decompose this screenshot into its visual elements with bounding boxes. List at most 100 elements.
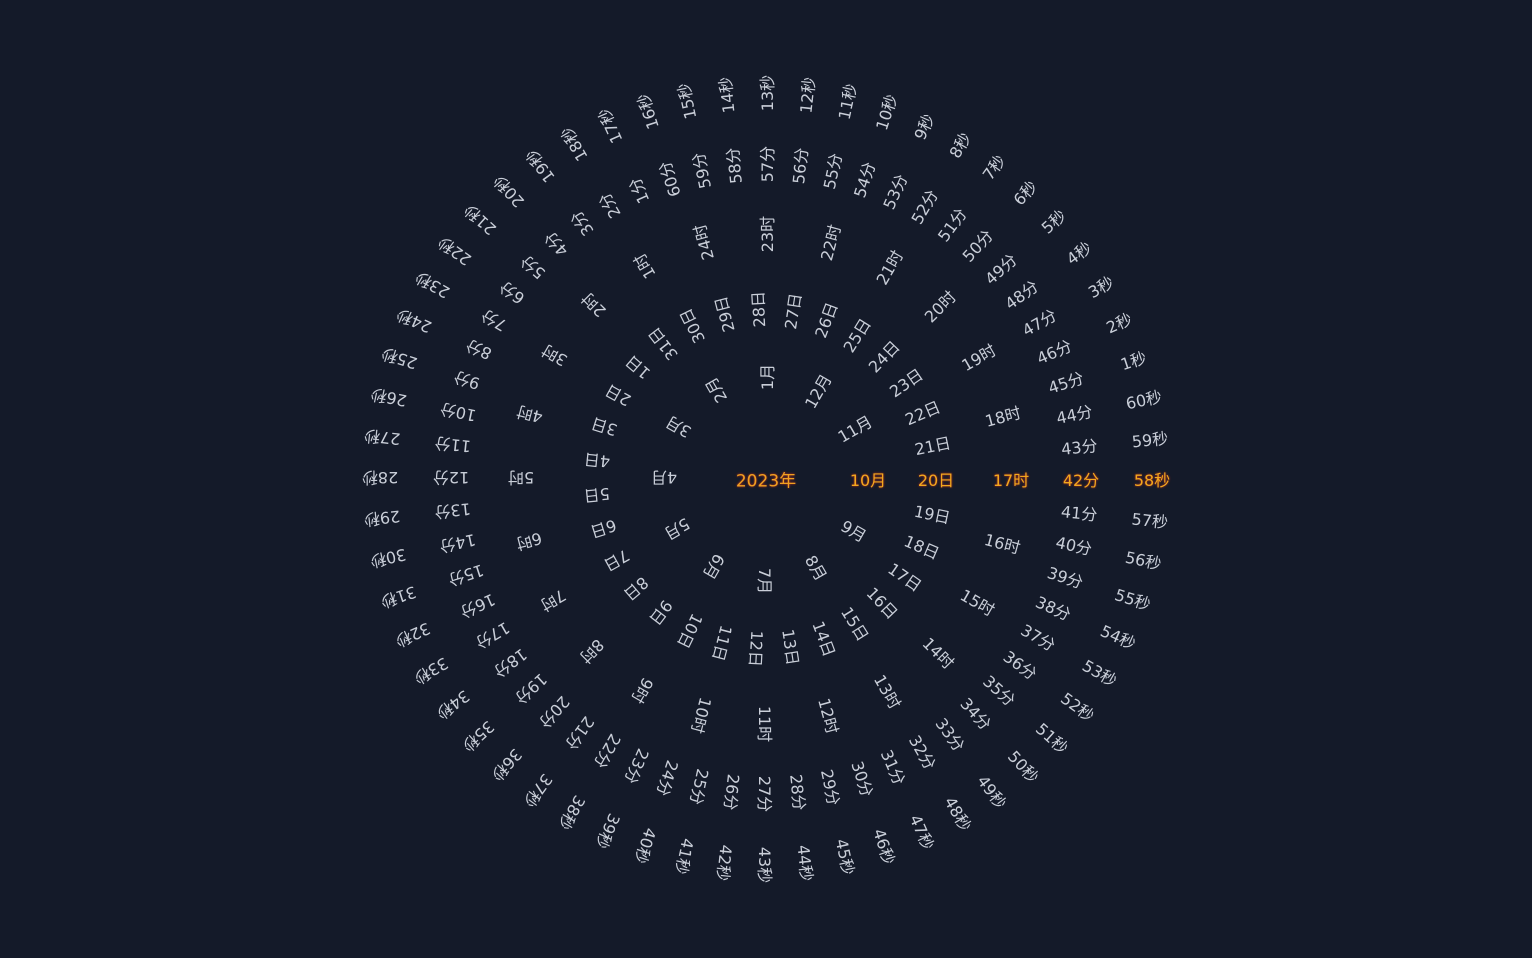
day-ring-item: 11日 — [708, 623, 736, 664]
minute-ring-item: 24分 — [652, 757, 682, 799]
second-ring-item: 24秒 — [393, 304, 435, 337]
second-ring-item: 45秒 — [831, 837, 858, 877]
second-ring-item: 50秒 — [1003, 746, 1043, 787]
minute-ring-item: 23分 — [620, 745, 653, 787]
minute-ring-item: 38分 — [1032, 592, 1074, 625]
hour-ring-item: 4时 — [514, 401, 545, 427]
hour-ring-item: 8时 — [575, 635, 608, 668]
minute-ring-item: 12分 — [432, 468, 470, 487]
day-ring-item: 21日 — [913, 433, 953, 460]
second-ring-item: 48秒 — [940, 793, 976, 835]
day-ring-item: 29日 — [711, 294, 739, 335]
day-ring-item: 13日 — [778, 627, 803, 667]
minute-ring-item: 47分 — [1019, 305, 1061, 341]
minute-ring-item: 10分 — [438, 398, 478, 426]
second-ring-item: 41秒 — [671, 836, 698, 877]
second-ring-item: 52秒 — [1057, 688, 1098, 726]
day-ring-item: 3日 — [588, 413, 620, 440]
month-ring-item: 7月 — [755, 567, 774, 595]
hour-ring-item: 22时 — [816, 222, 845, 263]
second-ring-item: 8秒 — [945, 129, 976, 162]
minute-ring-item: 55分 — [819, 151, 847, 191]
day-ring-item: 16日 — [862, 583, 902, 623]
day-ring-item: 31日 — [644, 323, 682, 364]
hour-ring-item: 15时 — [956, 585, 998, 621]
day-ring-item: 4日 — [583, 449, 612, 472]
day-ring-item: 15日 — [836, 603, 873, 645]
second-ring-item: 18秒 — [556, 123, 592, 165]
second-ring-item: 33秒 — [410, 653, 452, 689]
minute-ring-item: 11分 — [433, 433, 472, 456]
second-ring-item: 36秒 — [487, 744, 526, 785]
second-ring-item: 13秒 — [758, 74, 777, 112]
day-ring-item: 26日 — [811, 299, 842, 341]
day-ring-item: 24日 — [864, 337, 904, 377]
hour-ring-item: 1时 — [630, 249, 660, 283]
hour-ring-item: 20时 — [920, 287, 960, 327]
second-ring-item: 46秒 — [869, 826, 899, 867]
minute-ring-item: 15分 — [445, 560, 487, 590]
month-ring-item: 3月 — [662, 411, 695, 442]
second-ring-item: 12秒 — [796, 76, 820, 115]
minute-ring-item: 29分 — [816, 767, 844, 808]
hour-ring-item: 19时 — [958, 340, 1000, 376]
second-ring-item: 11秒 — [834, 81, 861, 122]
second-ring-item: 59秒 — [1130, 428, 1170, 452]
day-ring-item: 7日 — [600, 545, 633, 575]
day-ring-item: 1日 — [621, 351, 655, 383]
second-ring-item: 42秒 — [712, 843, 736, 882]
second-ring-item: 31秒 — [378, 582, 419, 612]
second-ring-item: 17秒 — [594, 105, 627, 147]
minute-ring-item: 41分 — [1060, 502, 1099, 525]
second-ring-item: 9秒 — [910, 111, 939, 143]
second-ring-item: 30秒 — [368, 544, 408, 571]
second-ring-item: 21秒 — [460, 200, 501, 239]
minute-ring-item: 22分 — [589, 730, 625, 772]
second-ring-item: 58秒 — [1133, 471, 1171, 490]
minute-ring-item: 45分 — [1045, 368, 1087, 398]
hour-ring-item: 23时 — [758, 215, 777, 253]
second-ring-item: 44秒 — [793, 843, 817, 883]
day-ring-item: 9日 — [645, 596, 677, 629]
day-ring-item: 10日 — [673, 610, 707, 652]
day-ring-item: 6日 — [588, 515, 619, 542]
hour-ring-item: 18时 — [983, 403, 1024, 431]
second-ring-item: 7秒 — [978, 151, 1010, 184]
hour-ring-item: 3时 — [538, 340, 571, 370]
month-ring-item: 10月 — [849, 471, 887, 490]
day-ring-item: 25日 — [839, 315, 875, 356]
minute-ring-item: 26分 — [720, 773, 743, 812]
day-ring-item: 2日 — [602, 380, 635, 410]
day-ring-item: 5日 — [582, 483, 611, 506]
minute-ring-item: 60分 — [655, 158, 685, 200]
hour-ring-item: 7时 — [536, 585, 570, 615]
minute-ring-item: 28分 — [786, 773, 809, 812]
minute-ring-item: 1分 — [625, 174, 654, 207]
second-ring-item: 37秒 — [519, 770, 557, 811]
second-ring-item: 54秒 — [1097, 621, 1139, 654]
day-ring-item: 19日 — [912, 501, 952, 528]
hour-ring-item: 17时 — [992, 471, 1030, 490]
month-ring-item: 5月 — [660, 513, 694, 544]
minute-ring-item: 53分 — [879, 171, 912, 213]
second-ring-item: 6秒 — [1009, 177, 1042, 210]
second-ring-item: 38秒 — [554, 792, 590, 834]
second-ring-item: 5秒 — [1037, 206, 1070, 238]
day-ring-item: 20日 — [917, 471, 955, 490]
hour-ring-item: 11时 — [755, 705, 774, 743]
month-ring-item: 12月 — [800, 370, 836, 412]
minute-ring-item: 25分 — [685, 767, 713, 807]
second-ring-item: 55秒 — [1112, 585, 1153, 615]
minute-ring-item: 37分 — [1017, 620, 1059, 656]
month-ring-item: 6月 — [698, 550, 729, 583]
second-ring-item: 23秒 — [411, 267, 453, 303]
hour-ring-item: 16时 — [982, 529, 1023, 558]
minute-ring-item: 13分 — [433, 499, 472, 522]
day-ring-item: 28日 — [748, 290, 770, 328]
second-ring-item: 56秒 — [1123, 547, 1164, 574]
second-ring-item: 19秒 — [521, 145, 559, 187]
day-ring-item: 27日 — [781, 291, 806, 331]
second-ring-item: 60秒 — [1124, 387, 1164, 414]
second-ring-item: 53秒 — [1079, 655, 1121, 691]
day-ring-item: 30日 — [675, 305, 710, 347]
